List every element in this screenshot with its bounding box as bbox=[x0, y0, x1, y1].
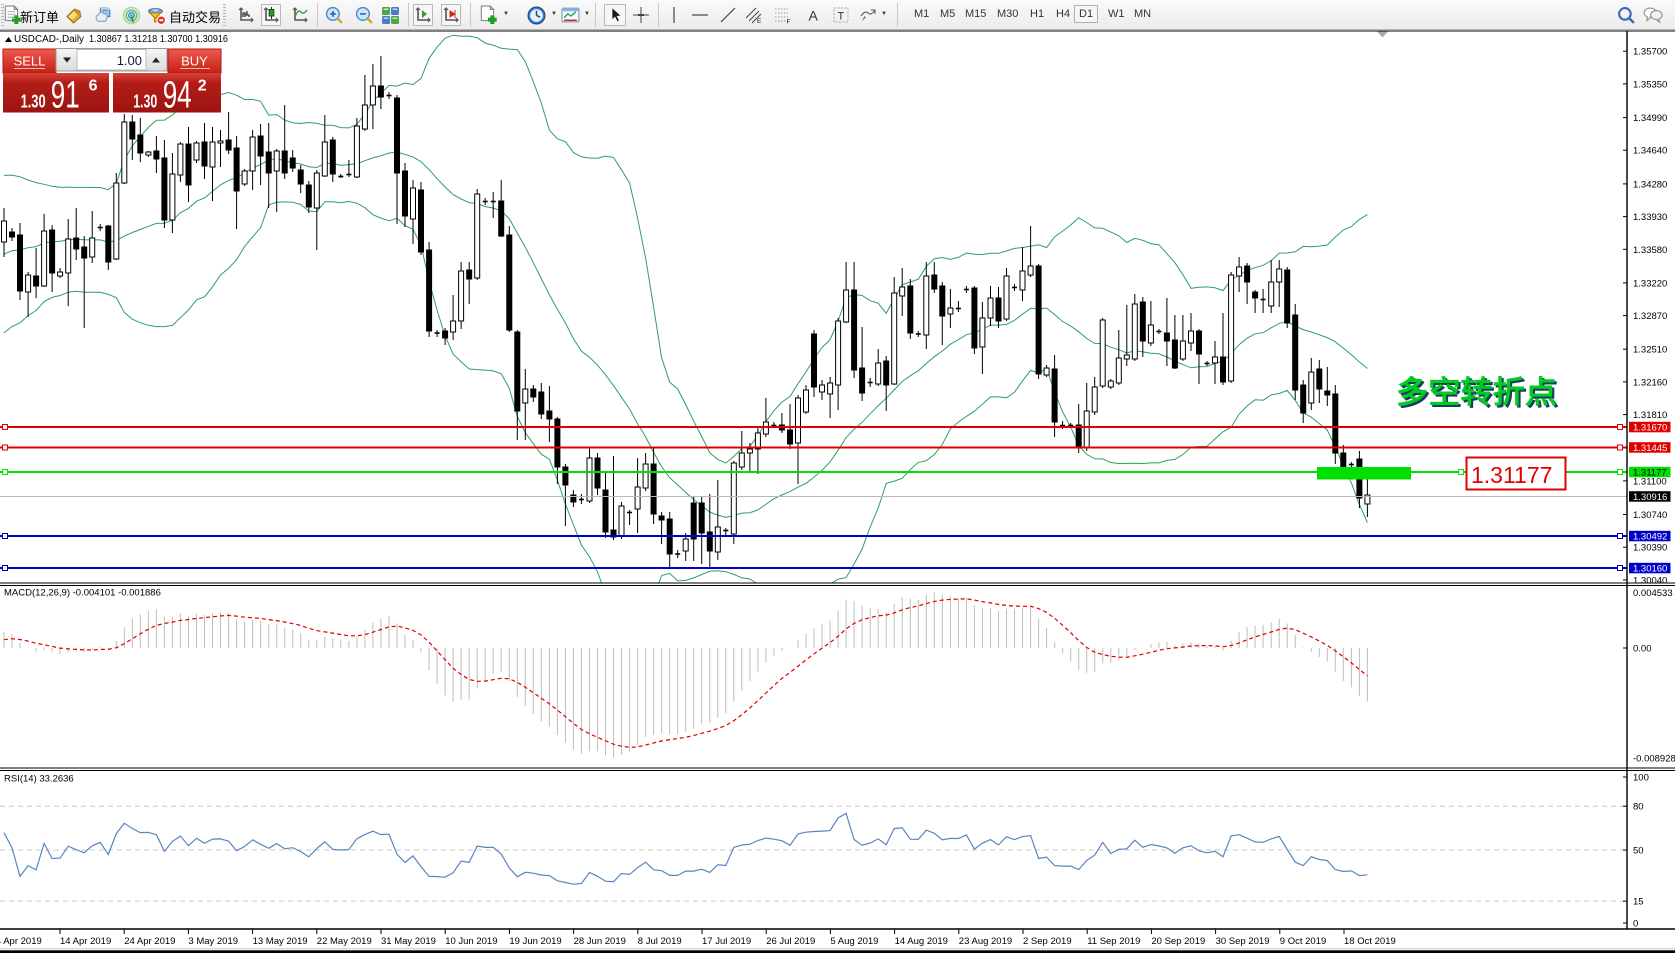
svg-text:3 May 2019: 3 May 2019 bbox=[188, 936, 238, 947]
svg-text:1.32870: 1.32870 bbox=[1633, 311, 1667, 322]
svg-text:4 Apr 2019: 4 Apr 2019 bbox=[0, 936, 42, 947]
svg-text:10 Jun 2019: 10 Jun 2019 bbox=[445, 936, 497, 947]
svg-text:1.30040: 1.30040 bbox=[1633, 575, 1667, 586]
svg-text:多空转折点: 多空转折点 bbox=[1396, 375, 1557, 410]
svg-text:1.30740: 1.30740 bbox=[1633, 510, 1667, 521]
svg-text:1.34280: 1.34280 bbox=[1633, 179, 1667, 190]
svg-text:1.35700: 1.35700 bbox=[1633, 47, 1667, 58]
svg-text:11 Sep 2019: 11 Sep 2019 bbox=[1087, 936, 1140, 947]
svg-text:MACD(12,26,9) -0.004101 -0.001: MACD(12,26,9) -0.004101 -0.001886 bbox=[4, 588, 161, 599]
svg-text:80: 80 bbox=[1633, 802, 1644, 813]
svg-text:50: 50 bbox=[1633, 846, 1644, 857]
svg-text:1.32160: 1.32160 bbox=[1633, 377, 1667, 388]
svg-text:14 Apr 2019: 14 Apr 2019 bbox=[60, 936, 111, 947]
svg-text:1.30492: 1.30492 bbox=[1633, 532, 1667, 543]
svg-text:1.35350: 1.35350 bbox=[1633, 79, 1667, 90]
svg-text:BUY: BUY bbox=[181, 54, 208, 69]
svg-text:1.33220: 1.33220 bbox=[1633, 278, 1667, 289]
svg-text:6: 6 bbox=[89, 78, 98, 95]
svg-text:26 Jul 2019: 26 Jul 2019 bbox=[766, 936, 815, 947]
svg-text:1.33930: 1.33930 bbox=[1633, 212, 1667, 223]
svg-text:USDCAD-,Daily: USDCAD-,Daily bbox=[14, 34, 84, 45]
svg-text:1.30160: 1.30160 bbox=[1633, 564, 1667, 575]
svg-text:24 Apr 2019: 24 Apr 2019 bbox=[124, 936, 175, 947]
svg-text:13 May 2019: 13 May 2019 bbox=[253, 936, 308, 947]
svg-text:-0.008928: -0.008928 bbox=[1633, 754, 1675, 765]
svg-text:1.34640: 1.34640 bbox=[1633, 146, 1667, 157]
svg-text:1.00: 1.00 bbox=[117, 53, 142, 68]
svg-text:14 Aug 2019: 14 Aug 2019 bbox=[895, 936, 948, 947]
svg-text:1.32510: 1.32510 bbox=[1633, 345, 1667, 356]
svg-text:1.31445: 1.31445 bbox=[1633, 443, 1667, 454]
svg-text:A: A bbox=[809, 8, 819, 24]
svg-text:23 Aug 2019: 23 Aug 2019 bbox=[959, 936, 1012, 947]
svg-text:1.31670: 1.31670 bbox=[1633, 423, 1667, 434]
svg-text:30 Sep 2019: 30 Sep 2019 bbox=[1216, 936, 1270, 947]
svg-text:0.004533: 0.004533 bbox=[1633, 588, 1673, 599]
svg-text:1.30: 1.30 bbox=[21, 92, 46, 112]
svg-text:1.31177: 1.31177 bbox=[1633, 468, 1667, 479]
svg-text:E: E bbox=[757, 18, 762, 24]
svg-text:1.30390: 1.30390 bbox=[1633, 543, 1667, 554]
svg-text:2: 2 bbox=[198, 78, 207, 95]
svg-text:31 May 2019: 31 May 2019 bbox=[381, 936, 436, 947]
svg-text:F: F bbox=[787, 19, 791, 25]
svg-text:1.31100: 1.31100 bbox=[1633, 476, 1667, 487]
svg-text:RSI(14) 33.2636: RSI(14) 33.2636 bbox=[4, 774, 74, 785]
svg-text:1.30: 1.30 bbox=[133, 92, 157, 112]
svg-text:15: 15 bbox=[1633, 897, 1644, 908]
svg-text:1.30867 1.31218 1.30700 1.3091: 1.30867 1.31218 1.30700 1.30916 bbox=[89, 34, 228, 45]
svg-text:1.34990: 1.34990 bbox=[1633, 113, 1667, 124]
svg-text:0: 0 bbox=[1633, 919, 1638, 930]
svg-text:100: 100 bbox=[1633, 773, 1649, 784]
svg-text:28 Jun 2019: 28 Jun 2019 bbox=[574, 936, 626, 947]
svg-text:2 Sep 2019: 2 Sep 2019 bbox=[1023, 936, 1072, 947]
svg-text:SELL: SELL bbox=[14, 54, 46, 69]
svg-text:20 Sep 2019: 20 Sep 2019 bbox=[1151, 936, 1205, 947]
svg-text:9 Oct 2019: 9 Oct 2019 bbox=[1280, 936, 1326, 947]
svg-text:1.31810: 1.31810 bbox=[1633, 410, 1667, 421]
svg-text:5 Aug 2019: 5 Aug 2019 bbox=[830, 936, 878, 947]
svg-text:17 Jul 2019: 17 Jul 2019 bbox=[702, 936, 751, 947]
svg-text:0.00: 0.00 bbox=[1633, 644, 1652, 655]
svg-text:19 Jun 2019: 19 Jun 2019 bbox=[509, 936, 561, 947]
svg-text:1.30916: 1.30916 bbox=[1633, 492, 1667, 503]
svg-text:1.33580: 1.33580 bbox=[1633, 245, 1667, 256]
svg-text:91: 91 bbox=[51, 75, 80, 117]
svg-text:1.31177: 1.31177 bbox=[1471, 462, 1552, 488]
svg-text:18 Oct 2019: 18 Oct 2019 bbox=[1344, 936, 1396, 947]
svg-text:94: 94 bbox=[163, 75, 192, 117]
svg-text:22 May 2019: 22 May 2019 bbox=[317, 936, 372, 947]
svg-text:8 Jul 2019: 8 Jul 2019 bbox=[638, 936, 682, 947]
svg-text:T: T bbox=[838, 11, 845, 23]
